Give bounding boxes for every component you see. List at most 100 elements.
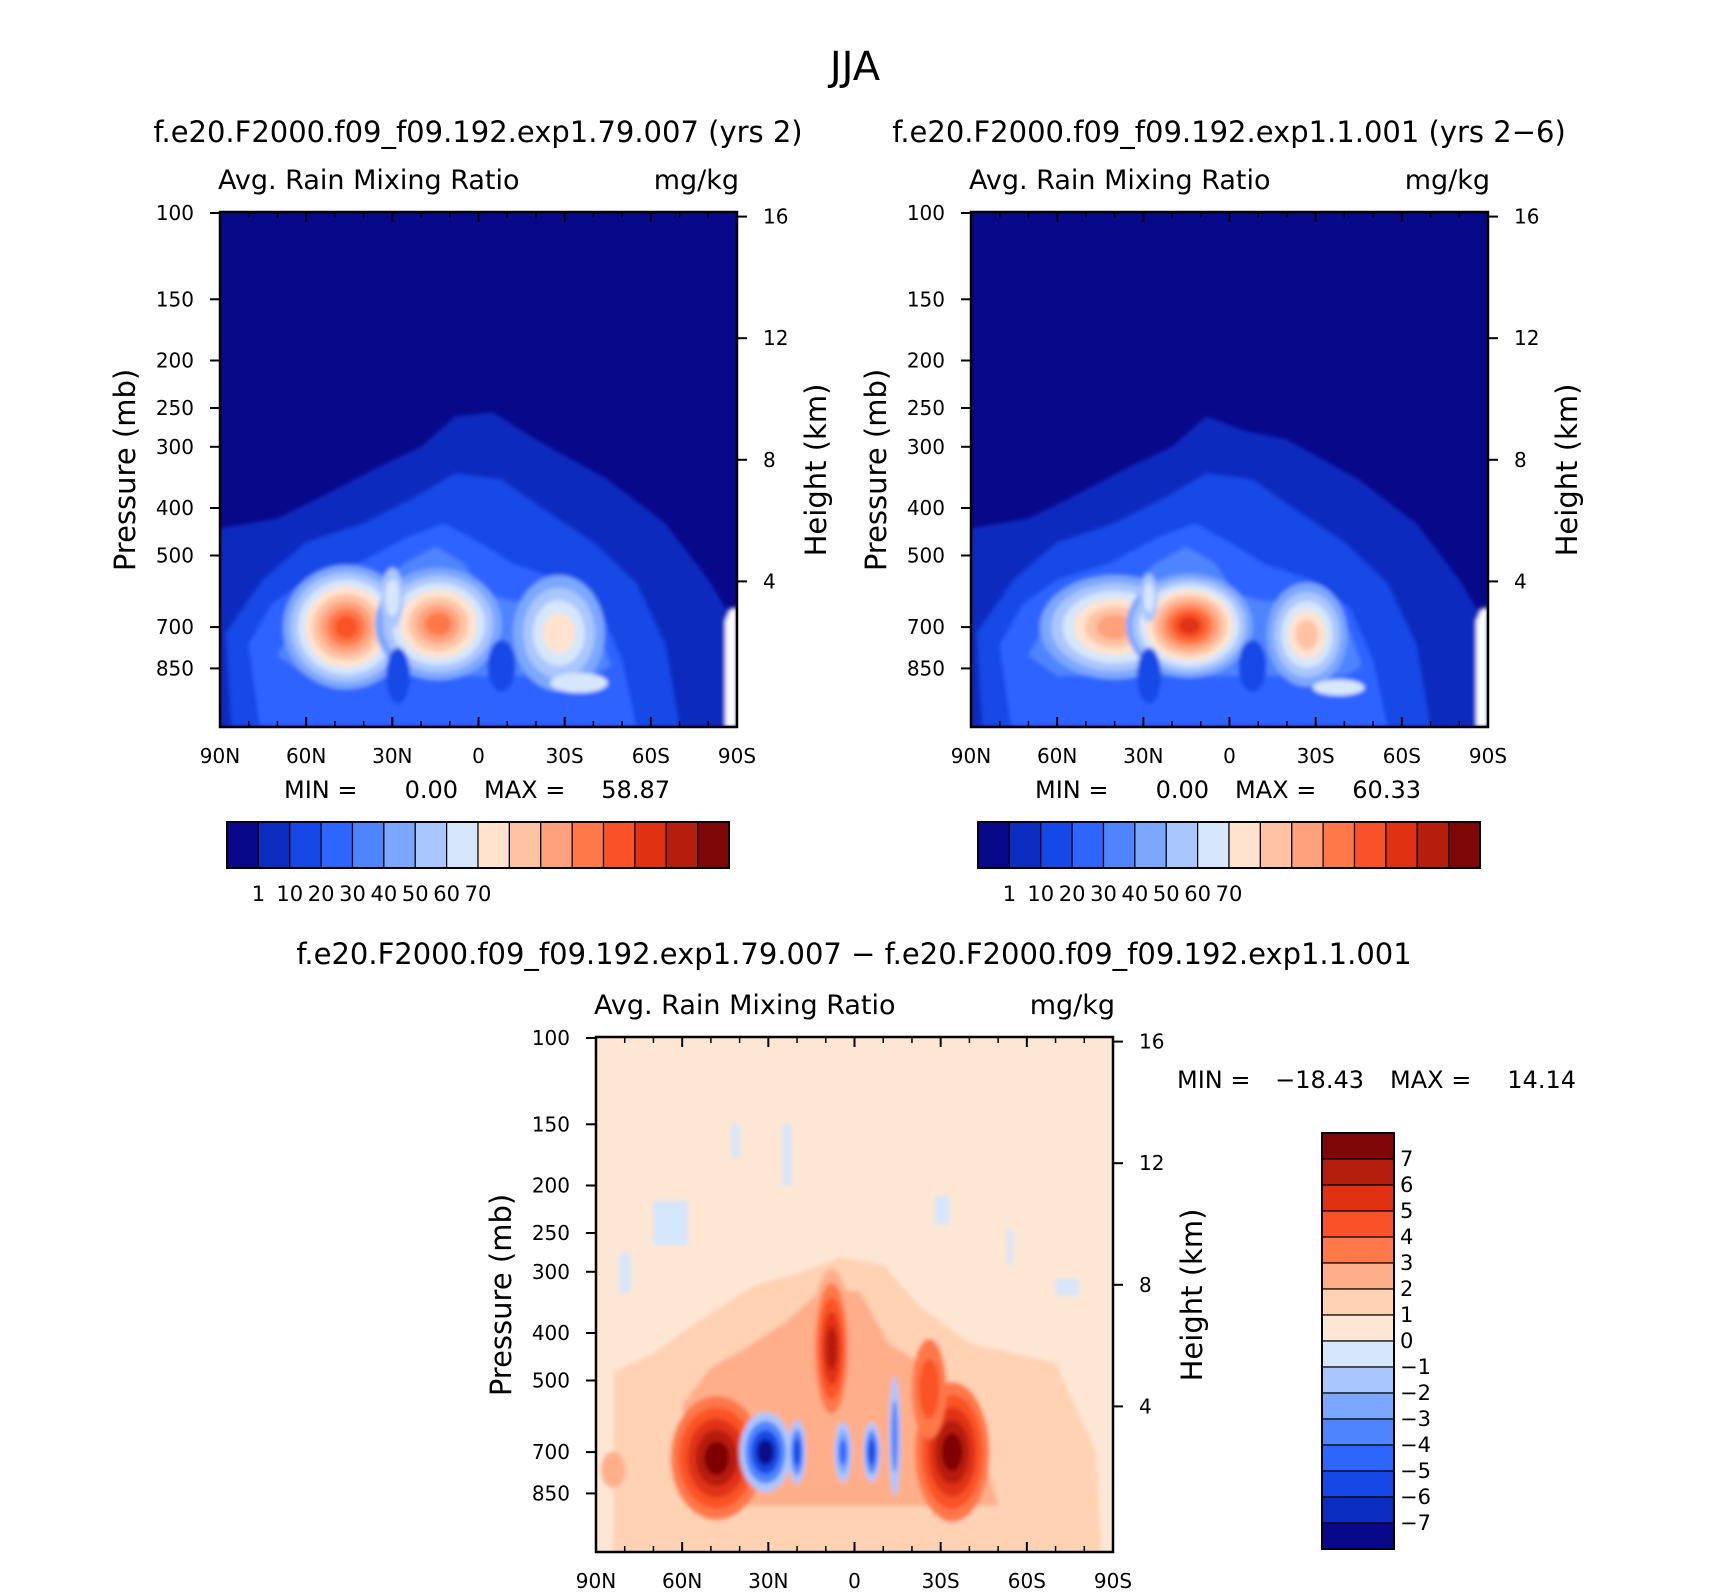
colorbar-box — [1385, 821, 1418, 869]
colorbar-box — [1321, 1522, 1395, 1550]
colorbar-box — [1321, 1444, 1395, 1472]
x-tick-label: 30N — [372, 744, 412, 768]
contour-blob — [839, 1439, 847, 1465]
missing-data — [725, 608, 737, 727]
colorbar-label: 70 — [465, 882, 492, 906]
contour-blob — [1143, 583, 1155, 613]
y-tick-label: 250 — [156, 396, 194, 420]
colorbar-box — [508, 821, 542, 869]
contour-blob — [868, 1439, 876, 1465]
colorbar-box — [226, 821, 259, 869]
contour-blob — [1238, 639, 1267, 692]
contour-blob — [793, 1438, 801, 1466]
colorbar-label: −7 — [1400, 1511, 1431, 1535]
colorbar-frame — [1321, 1132, 1395, 1550]
y-tick-label: 200 — [156, 349, 194, 373]
contour-blob — [424, 612, 452, 636]
colorbar-label: 10 — [276, 882, 303, 906]
colorbar-box — [320, 821, 354, 869]
colorbar-box — [1321, 1366, 1395, 1394]
colorbar-box — [1291, 821, 1324, 869]
colorbar-label: 60 — [433, 882, 460, 906]
right-max-value: 60.33 — [1352, 776, 1421, 804]
diff-axes: 90N 60N 30N 0 30S 60S 90S 100 150 200 250 300 400 500… — [532, 1026, 1165, 1593]
x-tick-label: 90N — [576, 1569, 616, 1593]
colorbar-box — [1321, 1288, 1395, 1316]
colorbar-box — [1321, 1392, 1395, 1420]
colorbar-label: 1 — [252, 882, 265, 906]
x-tick-label: 30S — [546, 744, 584, 768]
colorbar-label: −2 — [1400, 1381, 1431, 1405]
diff-max-value: 14.14 — [1507, 1066, 1576, 1094]
y-tick-label: 850 — [532, 1481, 570, 1505]
y-tick-label: 100 — [156, 201, 194, 225]
colorbar-box — [1321, 1210, 1395, 1238]
negative-patch — [782, 1124, 792, 1186]
right-y-axis-title: Pressure (mb) — [859, 369, 893, 571]
colorbar-label: 30 — [1090, 882, 1117, 906]
colorbar-label: 30 — [339, 882, 366, 906]
colorbar-label: 40 — [371, 882, 398, 906]
right-units-label: mg/kg — [1405, 165, 1490, 196]
left-y2-axis-title: Height (km) — [799, 384, 833, 557]
colorbar-box — [602, 821, 636, 869]
left-variable-label: Avg. Rain Mixing Ratio — [218, 165, 520, 196]
x-tick-label: 0 — [472, 744, 485, 768]
colorbar-box — [477, 821, 510, 869]
colorbar-box — [1321, 1132, 1395, 1160]
colorbar-box — [1321, 1236, 1395, 1264]
negative-patch — [1006, 1228, 1013, 1265]
y-tick-label: 400 — [532, 1321, 570, 1345]
colorbar-label: −5 — [1400, 1459, 1431, 1483]
colorbar-box — [1321, 1418, 1395, 1446]
left-axes: 90N 60N 30N 0 30S 60S 90S 100 150 200 250 300 400 500… — [156, 201, 789, 768]
x-tick-label: 30N — [1123, 744, 1163, 768]
x-tick-label: 60S — [632, 744, 670, 768]
x-tick-label: 30S — [922, 1569, 960, 1593]
y2-tick-label: 8 — [1139, 1273, 1152, 1297]
right-panel: 90N 60N 30N 0 30S 60S 90S100150200250300400500… — [859, 165, 1584, 906]
negative-patch — [934, 1195, 950, 1225]
colorbar-box — [1321, 1314, 1395, 1342]
colorbar-label: 1 — [1003, 882, 1016, 906]
colorbar-box — [697, 821, 730, 869]
y-tick-label: 150 — [907, 287, 945, 311]
diff-max-label: MAX = — [1390, 1066, 1471, 1094]
colorbar-box — [257, 821, 291, 869]
y-tick-label: 850 — [907, 656, 945, 680]
contour-blob — [826, 1326, 838, 1371]
y-tick-label: 300 — [156, 435, 194, 459]
y2-tick-label: 8 — [763, 448, 776, 472]
y2-tick-label: 16 — [1514, 205, 1539, 229]
y-tick-label: 500 — [532, 1368, 570, 1392]
y-tick-label: 400 — [156, 496, 194, 520]
colorbar-box — [1321, 1340, 1395, 1368]
colorbar-box — [414, 821, 448, 869]
y-tick-label: 700 — [532, 1440, 570, 1464]
left-max-label: MAX = — [484, 776, 565, 804]
colorbar-label: 6 — [1400, 1173, 1413, 1197]
y-tick-label: 250 — [907, 396, 945, 420]
colorbar-box — [1040, 821, 1073, 869]
left-colorbar: 1 10 20 30 40 50 60 70 — [226, 821, 730, 906]
y-tick-label: 700 — [156, 615, 194, 639]
contour-blob — [1096, 614, 1133, 640]
diff-variable-label: Avg. Rain Mixing Ratio — [594, 990, 896, 1021]
negative-patch — [730, 1124, 740, 1158]
colorbar-box — [351, 821, 385, 869]
right-axes: 90N 60N 30N 0 30S 60S 90S 100 150 200 250 300 400 500… — [907, 201, 1540, 768]
contour-blob — [941, 1433, 963, 1472]
diff-panel-title: f.e20.F2000.f09_f09.192.exp1.79.007 − f.… — [296, 937, 1411, 971]
colorbar-box — [1321, 1158, 1395, 1186]
y2-tick-label: 12 — [1139, 1151, 1164, 1175]
colorbar-label: 0 — [1400, 1329, 1413, 1353]
contour-blob — [1312, 679, 1365, 696]
colorbar-box — [665, 821, 699, 869]
y-tick-label: 700 — [907, 615, 945, 639]
colorbar-label: 20 — [308, 882, 335, 906]
right-y2-axis-title: Height (km) — [1550, 384, 1584, 557]
contour-blob — [891, 1400, 899, 1473]
contour-blob — [386, 647, 411, 704]
colorbar-box — [1071, 821, 1105, 869]
